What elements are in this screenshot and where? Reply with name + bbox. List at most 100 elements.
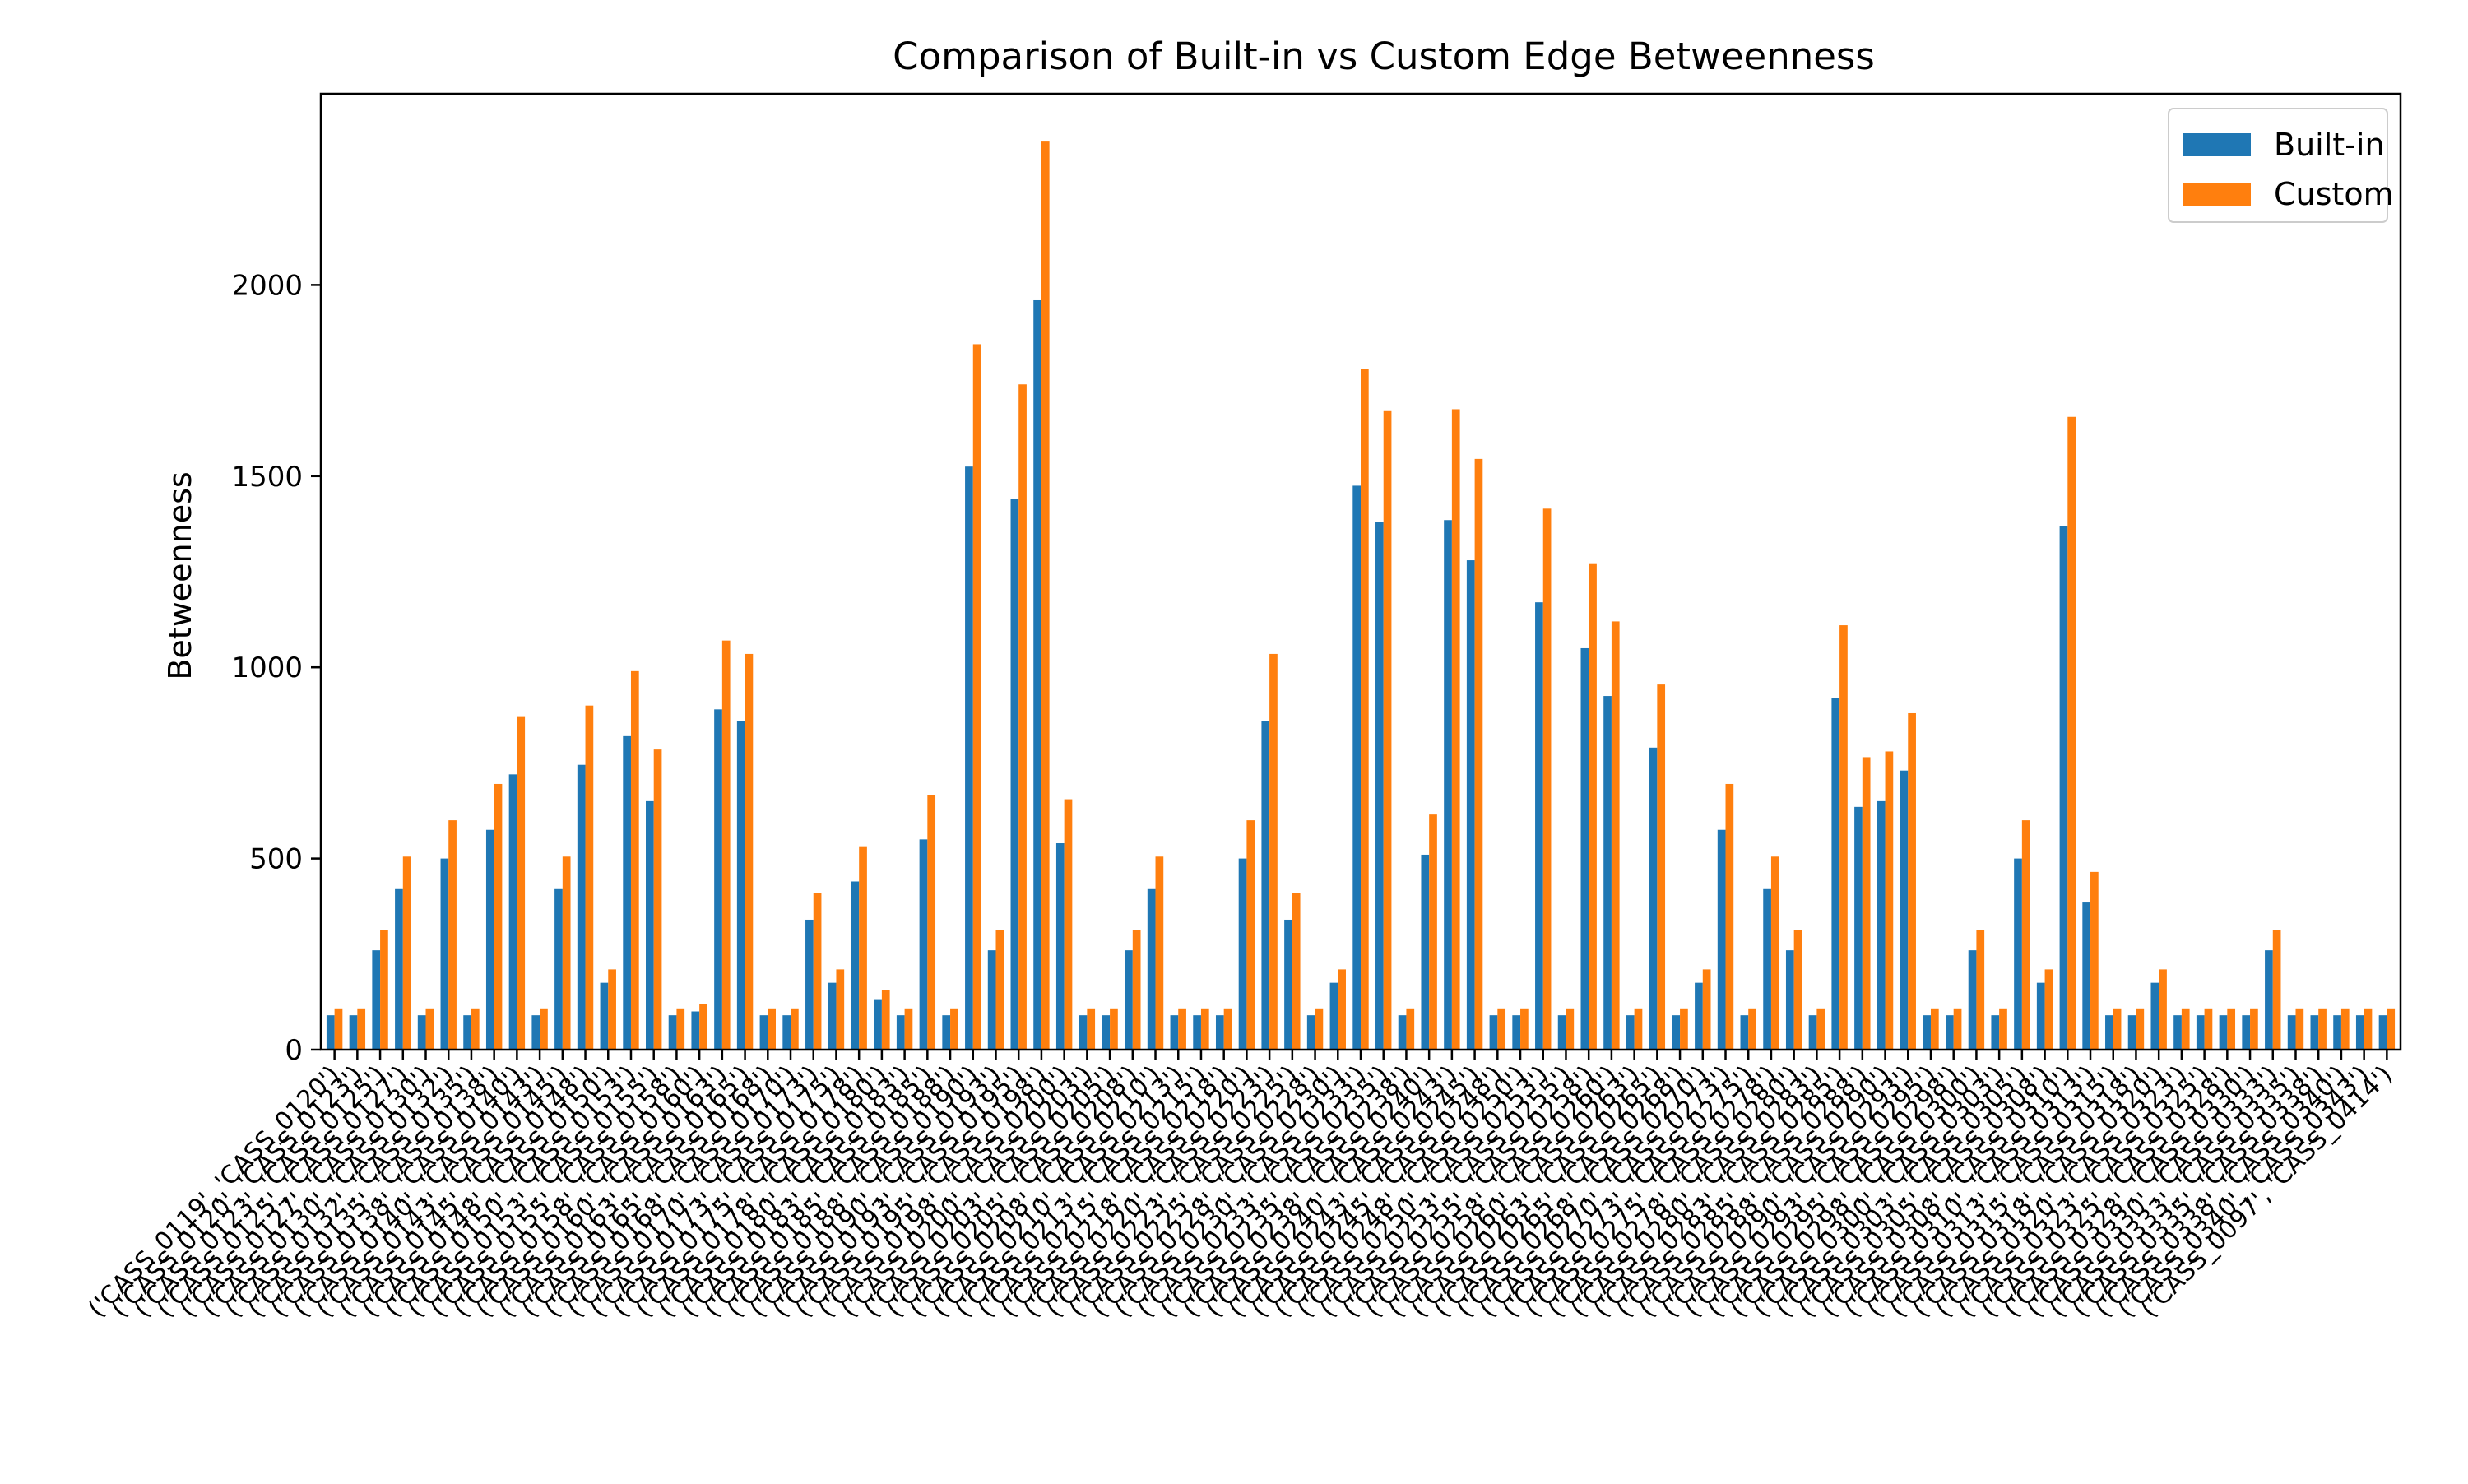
bar-built-in [1079, 1015, 1088, 1050]
bar-built-in [828, 982, 837, 1050]
bar-custom [1315, 1008, 1324, 1050]
bar-custom [1246, 820, 1255, 1050]
bar-built-in [1740, 1015, 1749, 1050]
bar-custom [1292, 893, 1301, 1050]
bar-built-in [942, 1015, 951, 1050]
bar-custom [585, 705, 594, 1050]
bar-custom [791, 1008, 799, 1050]
bar-custom [1725, 783, 1734, 1050]
bar-built-in [2105, 1015, 2113, 1050]
bar-custom [1793, 930, 1802, 1050]
bar-custom [2340, 1008, 2350, 1050]
bars-group [326, 141, 2396, 1050]
bar-custom [2113, 1008, 2122, 1050]
bar-built-in [2265, 950, 2273, 1050]
bar-custom [881, 990, 890, 1050]
bar-custom [1223, 1008, 1232, 1050]
bar-built-in [1125, 950, 1133, 1050]
bar-built-in [782, 1015, 791, 1050]
y-tick-label: 500 [249, 843, 303, 876]
bar-built-in [417, 1015, 426, 1050]
bar-built-in [2173, 1015, 2182, 1050]
bar-built-in [1444, 520, 1452, 1050]
bar-built-in [1010, 499, 1019, 1050]
y-tick-label: 1000 [231, 652, 303, 684]
bar-custom [745, 653, 754, 1050]
legend-swatch-built-in [2183, 133, 2251, 156]
bar-built-in [919, 839, 928, 1050]
bar-built-in [1763, 888, 1771, 1050]
bar-built-in [372, 950, 381, 1050]
bar-built-in [2082, 902, 2091, 1050]
bar-custom [1451, 409, 1460, 1050]
bar-custom [699, 1004, 707, 1050]
bar-built-in [1033, 299, 1041, 1050]
y-axis-label: Betweenness [162, 471, 198, 679]
bar-custom [2067, 416, 2076, 1050]
bar-custom [1634, 1008, 1643, 1050]
bar-custom [1474, 458, 1483, 1050]
bar-built-in [1193, 1015, 1201, 1050]
bar-built-in [1466, 560, 1475, 1050]
bar-built-in [896, 1015, 905, 1050]
bar-built-in [1238, 858, 1247, 1050]
bar-built-in [1375, 522, 1384, 1050]
bar-custom [1110, 1008, 1118, 1050]
bar-custom [859, 846, 867, 1050]
bar-built-in [2355, 1015, 2364, 1050]
bar-custom [1839, 625, 1848, 1050]
bar-built-in [1557, 1015, 1566, 1050]
bar-custom [1520, 1008, 1529, 1050]
bar-built-in [1352, 485, 1361, 1050]
bar-built-in [1808, 1015, 1817, 1050]
bar-custom [2387, 1008, 2396, 1050]
bar-custom [540, 1008, 548, 1050]
bar-custom [721, 640, 731, 1050]
bar-custom [630, 670, 639, 1050]
bar-built-in [1329, 982, 1338, 1050]
bar-built-in [2242, 1015, 2251, 1050]
bar-custom [676, 1008, 685, 1050]
bar-built-in [1306, 1015, 1315, 1050]
bar-custom [1064, 799, 1073, 1050]
bar-built-in [2059, 526, 2068, 1050]
bar-custom [2272, 930, 2281, 1050]
bar-custom [1885, 751, 1894, 1050]
bar-built-in [1421, 854, 1430, 1050]
bar-custom [1155, 856, 1164, 1050]
bar-custom [1702, 969, 1711, 1050]
bar-custom [1542, 508, 1552, 1050]
bar-custom [2295, 1008, 2304, 1050]
legend: Built-in Custom [2168, 108, 2394, 223]
bar-built-in [691, 1011, 700, 1050]
bar-built-in [1877, 800, 1886, 1050]
bar-built-in [349, 1015, 358, 1050]
bar-custom [1406, 1008, 1415, 1050]
bar-built-in [2036, 982, 2045, 1050]
bar-custom [2181, 1008, 2190, 1050]
bar-built-in [326, 1015, 335, 1050]
bar-custom [1429, 814, 1437, 1050]
bar-custom [1041, 141, 1050, 1050]
bar-custom [2204, 1008, 2213, 1050]
bar-built-in [805, 919, 814, 1050]
bar-built-in [874, 999, 882, 1050]
bar-built-in [2127, 1015, 2136, 1050]
bar-custom [1589, 563, 1597, 1050]
bar-custom [2044, 969, 2053, 1050]
bar-built-in [736, 721, 745, 1050]
y-tick-label: 2000 [231, 269, 303, 302]
y-tick-label: 0 [285, 1034, 303, 1067]
bar-built-in [463, 1015, 471, 1050]
bar-custom [1132, 930, 1141, 1050]
bar-built-in [1055, 843, 1065, 1050]
bar-custom [1930, 1008, 1939, 1050]
bar-custom [1816, 1008, 1825, 1050]
bar-built-in [965, 466, 973, 1050]
bar-custom [425, 1008, 434, 1050]
bar-built-in [1603, 696, 1612, 1050]
bar-custom [1200, 1008, 1209, 1050]
plot-area-frame [319, 92, 2402, 1051]
